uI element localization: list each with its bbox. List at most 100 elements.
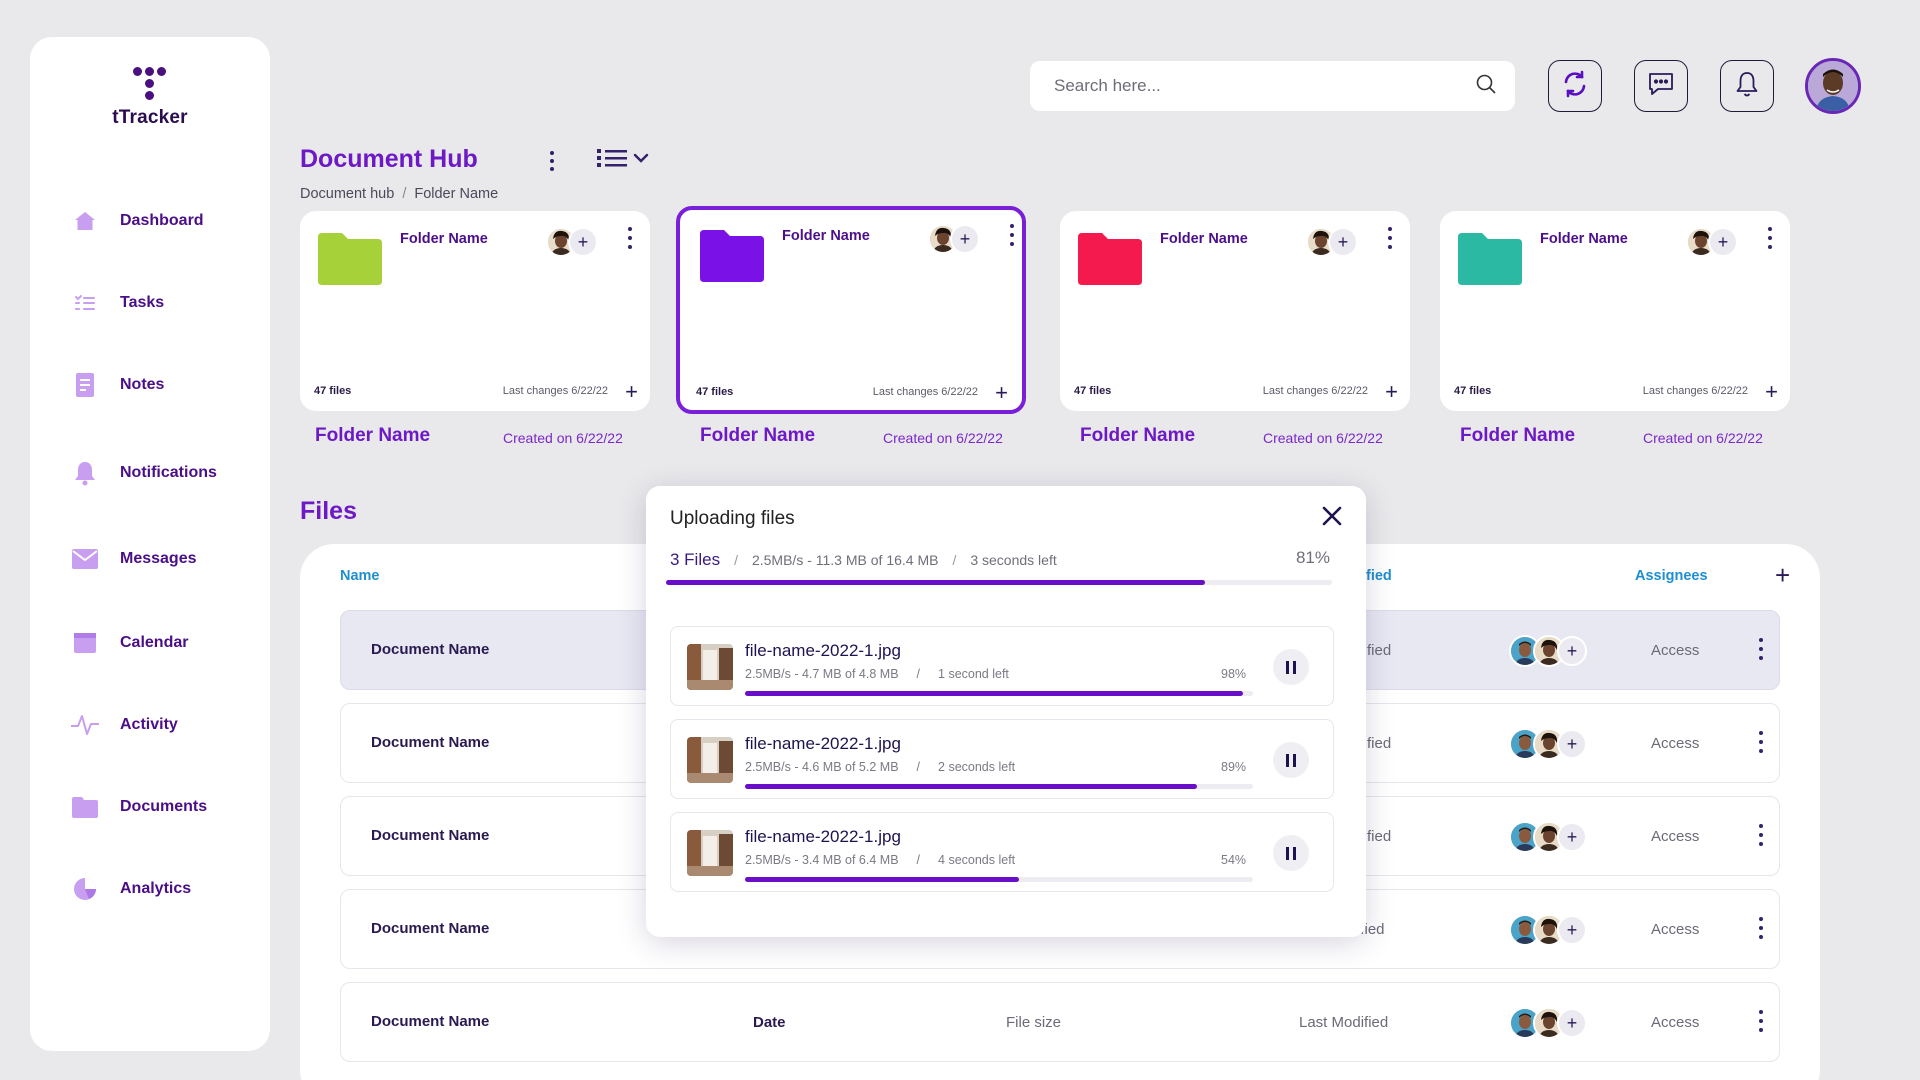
sidebar-item-analytics[interactable]: Analytics (70, 869, 250, 909)
sidebar-item-dashboard[interactable]: Dashboard (70, 201, 250, 241)
access-button[interactable]: Access (1651, 921, 1700, 938)
upload-modal: Uploading files 3 Files / 2.5MB/s - 11.3… (646, 486, 1366, 937)
pause-button[interactable] (1273, 835, 1309, 871)
table-row[interactable]: Document Name Date File size Last Modifi… (340, 982, 1780, 1062)
column-header-modified[interactable]: fied (1366, 568, 1392, 584)
sidebar-item-messages[interactable]: Messages (70, 539, 250, 579)
upload-progress-fill (745, 784, 1198, 789)
notifications-button[interactable] (1720, 60, 1774, 112)
search-bar (1030, 61, 1515, 111)
add-assignee-button[interactable]: + (1557, 636, 1587, 666)
folder-icon (700, 228, 764, 282)
last-changes: Last changes 6/22/22 (1262, 385, 1368, 397)
add-file-button[interactable]: + (1385, 379, 1398, 404)
image-thumbnail (687, 830, 733, 876)
tasks-icon (70, 288, 100, 318)
logo[interactable]: tTracker (30, 65, 270, 129)
folder-card[interactable]: Folder Name + 47 files Last changes 6/22… (300, 211, 650, 411)
add-assignee-button[interactable]: + (1557, 822, 1587, 852)
add-assignee-button[interactable]: + (1557, 915, 1587, 945)
add-member-button[interactable]: + (1328, 227, 1358, 257)
sidebar-item-label: Documents (120, 798, 208, 815)
add-assignee-button[interactable]: + (1557, 1008, 1587, 1038)
access-button[interactable]: Access (1651, 735, 1700, 752)
time-left: 3 seconds left (970, 552, 1057, 568)
folder-caption[interactable]: Folder Name (1080, 425, 1196, 446)
add-file-button[interactable]: + (995, 380, 1008, 405)
sidebar-item-label: Calendar (120, 634, 189, 651)
more-options-icon[interactable] (1764, 227, 1776, 249)
folder-created-date: Created on 6/22/22 (883, 430, 1003, 446)
sync-button[interactable] (1548, 60, 1602, 112)
add-column-button[interactable]: + (1775, 560, 1791, 590)
folder-caption[interactable]: Folder Name (700, 425, 816, 446)
more-options-icon[interactable] (1006, 224, 1018, 246)
file-count: 47 files (314, 385, 352, 397)
sidebar-item-activity[interactable]: Activity (70, 705, 250, 745)
view-toggle-button[interactable] (597, 146, 652, 174)
add-assignee-button[interactable]: + (1557, 729, 1587, 759)
avatar (1533, 1007, 1565, 1039)
more-options-icon[interactable] (1755, 917, 1767, 939)
chat-button[interactable] (1634, 60, 1688, 112)
sidebar-item-calendar[interactable]: Calendar (70, 623, 250, 663)
last-modified: fied (1367, 642, 1392, 659)
more-options-icon[interactable] (1755, 824, 1767, 846)
folder-card[interactable]: Folder Name + 47 files Last changes 6/22… (1440, 211, 1790, 411)
folder-card[interactable]: Folder Name + 47 files Last changes 6/22… (1060, 211, 1410, 411)
overall-percent: 81% (1295, 548, 1330, 567)
chevron-down-icon (633, 151, 649, 169)
more-options-icon[interactable] (1755, 731, 1767, 753)
file-size: File size (1006, 1014, 1062, 1031)
column-header-assignees[interactable]: Assignees (1635, 568, 1708, 584)
more-options-icon[interactable] (1755, 1010, 1767, 1032)
avatar (1686, 227, 1716, 257)
sidebar-item-notifications[interactable]: Notifications (70, 453, 250, 493)
search-input[interactable] (1054, 76, 1475, 96)
add-file-button[interactable]: + (1765, 379, 1778, 404)
sidebar: tTracker Dashboard Tasks Notes Notificat… (30, 37, 270, 1051)
pause-button[interactable] (1273, 742, 1309, 778)
folder-caption[interactable]: Folder Name (315, 425, 431, 446)
add-file-button[interactable]: + (625, 379, 638, 404)
sidebar-item-documents[interactable]: Documents (70, 787, 250, 827)
pause-button[interactable] (1273, 649, 1309, 685)
add-member-button[interactable]: + (1708, 227, 1738, 257)
user-avatar[interactable] (1805, 58, 1861, 114)
search-icon[interactable] (1475, 73, 1497, 100)
folder-members: + (1686, 227, 1738, 257)
sidebar-item-notes[interactable]: Notes (70, 365, 250, 405)
assignee-avatars: + (1509, 635, 1587, 667)
document-name: Document Name (371, 827, 490, 844)
breadcrumb: Document hub / Folder Name (300, 186, 498, 202)
folder-name: Folder Name (782, 228, 870, 244)
assignee-avatars: + (1509, 1007, 1587, 1039)
access-button[interactable]: Access (1651, 828, 1700, 845)
upload-file-name: file-name-2022-1.jpg (745, 827, 901, 846)
access-button[interactable]: Access (1651, 1014, 1700, 1031)
breadcrumb-item[interactable]: Folder Name (414, 186, 499, 202)
breadcrumb-item[interactable]: Document hub (300, 186, 395, 202)
access-button[interactable]: Access (1651, 642, 1700, 659)
files-section-title: Files (300, 497, 357, 525)
upload-item: file-name-2022-1.jpg 2.5MB/s - 4.6 MB of… (670, 719, 1334, 799)
last-modified: Last Modified (1299, 1014, 1389, 1031)
image-thumbnail (687, 644, 733, 690)
file-count: 47 files (1074, 385, 1112, 397)
more-options-icon[interactable] (1755, 638, 1767, 660)
logo-mark-icon (130, 65, 170, 105)
folder-icon (318, 231, 382, 285)
close-icon[interactable] (1320, 504, 1344, 528)
more-options-icon[interactable] (1384, 227, 1396, 249)
column-header-name[interactable]: Name (340, 568, 380, 584)
folder-icon (70, 792, 100, 822)
list-view-icon (597, 146, 629, 175)
folder-caption[interactable]: Folder Name (1460, 425, 1576, 446)
more-options-icon[interactable] (624, 227, 636, 249)
more-options-icon[interactable] (540, 148, 564, 174)
folder-card-selected[interactable]: Folder Name + 47 files Last changes 6/22… (676, 206, 1026, 414)
add-member-button[interactable]: + (568, 227, 598, 257)
upload-progress-bar (745, 784, 1253, 789)
sidebar-item-tasks[interactable]: Tasks (70, 283, 250, 323)
add-member-button[interactable]: + (950, 224, 980, 254)
